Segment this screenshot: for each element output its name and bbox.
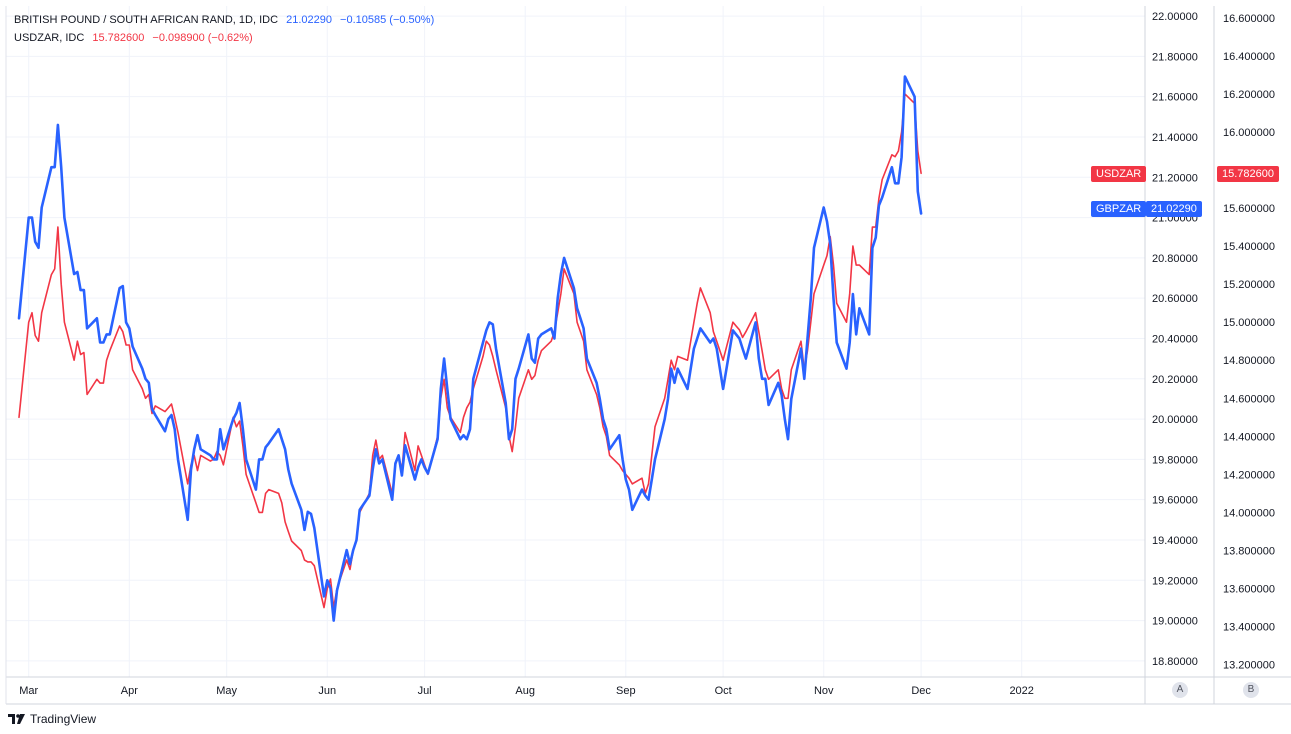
x-axis-tick-9: Dec <box>911 685 931 697</box>
x-axis-tick-3: Jun <box>318 685 336 697</box>
right-axis-tick-8: 15.000000 <box>1223 317 1275 329</box>
left-axis-tick-6: 20.80000 <box>1152 253 1198 265</box>
left-axis-tick-15: 19.00000 <box>1152 616 1198 628</box>
legend-usdzar-title: USDZAR, IDC <box>14 32 85 44</box>
tradingview-logo-icon <box>8 714 25 724</box>
right-axis-tick-14: 13.800000 <box>1223 545 1275 557</box>
legend-gbpzar-last: 21.02290 <box>286 14 332 26</box>
right-axis-tick-10: 14.600000 <box>1223 393 1275 405</box>
tradingview-branding[interactable]: TradingView <box>8 712 96 726</box>
axes-frame <box>5 6 1291 705</box>
legend-gbpzar-title: BRITISH POUND / SOUTH AFRICAN RAND, 1D, … <box>14 14 279 26</box>
usdzar-name-tag: USDZAR <box>1091 166 1147 182</box>
tick-labels: 22.00000 21.80000 21.60000 21.40000 21.20000… <box>19 11 1275 697</box>
left-axis-tick-3: 21.40000 <box>1152 132 1198 144</box>
right-axis-tick-0: 16.600000 <box>1223 13 1275 25</box>
right-axis-tick-3: 16.000000 <box>1223 127 1275 139</box>
tradingview-logo-text: TradingView <box>30 712 97 726</box>
right-axis-tick-7: 15.200000 <box>1223 279 1275 291</box>
legend-gbpzar-change: −0.10585 (−0.50%) <box>340 14 435 26</box>
x-axis-tick-8: Nov <box>814 685 834 697</box>
left-axis-tick-2: 21.60000 <box>1152 92 1198 104</box>
scale-b-button[interactable]: B <box>1243 682 1259 698</box>
right-axis-tick-9: 14.800000 <box>1223 355 1275 367</box>
right-axis-tick-15: 13.600000 <box>1223 584 1275 596</box>
left-axis-tick-10: 20.00000 <box>1152 414 1198 426</box>
legend-gbpzar[interactable]: BRITISH POUND / SOUTH AFRICAN RAND, 1D, … <box>14 14 439 26</box>
left-axis-tick-4: 21.20000 <box>1152 172 1198 184</box>
legend-usdzar[interactable]: USDZAR, IDC 15.782600 −0.098900 (−0.62%) <box>14 32 258 44</box>
left-axis-tick-16: 18.80000 <box>1152 656 1198 668</box>
grid-lines <box>6 6 1145 677</box>
left-axis-tick-13: 19.40000 <box>1152 535 1198 547</box>
legend-usdzar-change: −0.098900 (−0.62%) <box>152 32 253 44</box>
right-axis-tick-1: 16.400000 <box>1223 51 1275 63</box>
left-axis-tick-12: 19.60000 <box>1152 495 1198 507</box>
legend-usdzar-last: 15.782600 <box>92 32 145 44</box>
x-axis-tick-1: Apr <box>121 685 138 697</box>
series-line-usdzar <box>18 93 922 609</box>
x-axis-tick-5: Aug <box>515 685 535 697</box>
right-axis-tick-17: 13.200000 <box>1223 660 1275 672</box>
left-axis-tick-14: 19.20000 <box>1152 575 1198 587</box>
x-axis-tick-7: Oct <box>715 685 732 697</box>
left-axis-tick-0: 22.00000 <box>1152 11 1198 23</box>
x-axis-tick-6: Sep <box>616 685 636 697</box>
series-line-gbpzar <box>17 75 923 622</box>
right-axis-tick-2: 16.200000 <box>1223 89 1275 101</box>
left-axis-tick-11: 19.80000 <box>1152 454 1198 466</box>
left-axis-tick-1: 21.80000 <box>1152 51 1198 63</box>
gbpzar-name-tag: GBPZAR <box>1091 201 1147 217</box>
x-axis-tick-4: Jul <box>418 685 432 697</box>
right-axis-tick-12: 14.200000 <box>1223 469 1275 481</box>
right-axis-tick-5: 15.600000 <box>1223 203 1275 215</box>
x-axis-tick-0: Mar <box>19 685 38 697</box>
x-axis-tick-2: May <box>216 685 237 697</box>
right-axis-tick-6: 15.400000 <box>1223 241 1275 253</box>
gbpzar-price-tag: 21.02290 <box>1146 201 1202 217</box>
left-axis-tick-9: 20.20000 <box>1152 374 1198 386</box>
right-axis-tick-13: 14.000000 <box>1223 507 1275 519</box>
series-layer <box>17 75 923 622</box>
x-axis-tick-10: 2022 <box>1009 685 1033 697</box>
left-axis-tick-7: 20.60000 <box>1152 293 1198 305</box>
left-axis-tick-8: 20.40000 <box>1152 333 1198 345</box>
right-axis-tick-16: 13.400000 <box>1223 622 1275 634</box>
scale-a-button[interactable]: A <box>1172 682 1188 698</box>
usdzar-price-tag: 15.782600 <box>1217 166 1279 182</box>
right-axis-tick-11: 14.400000 <box>1223 431 1275 443</box>
